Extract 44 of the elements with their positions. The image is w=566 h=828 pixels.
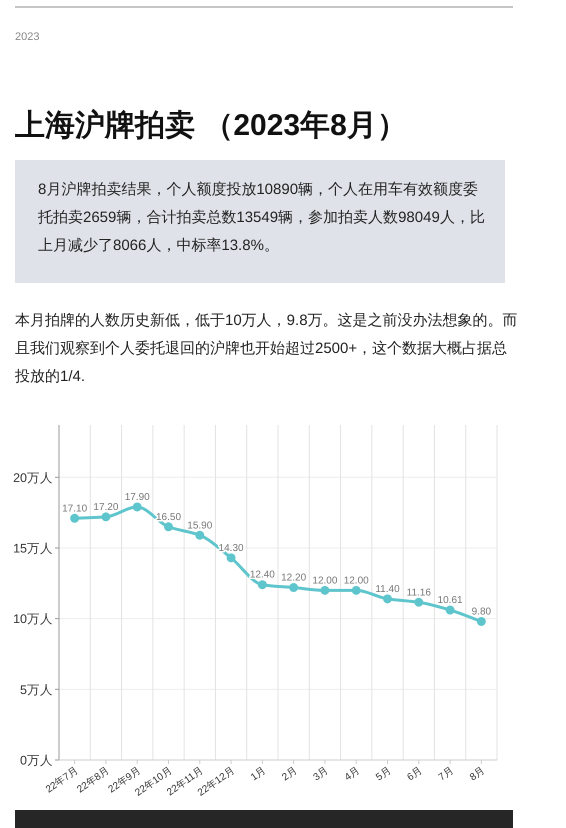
x-tick-label: 6月 <box>405 765 425 784</box>
point <box>70 514 80 523</box>
x-tick-label: 3月 <box>312 765 331 784</box>
point <box>383 594 392 604</box>
x-tick-label: 2月 <box>280 765 300 784</box>
point <box>446 606 455 615</box>
point <box>352 586 361 595</box>
text: 2023 <box>15 31 40 43</box>
data-label: 12.00 <box>312 575 338 586</box>
x-tick-label: 4月 <box>342 765 362 784</box>
point <box>226 553 236 562</box>
data-label: 17.20 <box>93 502 119 513</box>
point <box>195 530 204 540</box>
data-label: 11.40 <box>375 584 400 595</box>
data-label: 12.00 <box>344 575 370 586</box>
x-tick-label: 5月 <box>374 765 394 784</box>
x-tick-label: 8月 <box>468 765 488 784</box>
point <box>164 522 173 532</box>
chart-title: 上海沪牌拍卖 （2023年8月） <box>14 108 407 142</box>
point <box>289 583 298 592</box>
point <box>414 598 424 607</box>
data-label: 15.90 <box>187 520 213 532</box>
point <box>132 502 142 512</box>
y-tick-label: 15万人 <box>13 541 53 556</box>
point <box>320 586 330 595</box>
y-tick-label: 5万人 <box>20 682 53 697</box>
point <box>258 580 267 590</box>
y-tick-label: 0万人 <box>20 754 53 768</box>
data-label: 12.40 <box>250 570 276 581</box>
point <box>476 616 486 626</box>
data-label: 9.80 <box>472 606 492 618</box>
x-tick-label: 1月 <box>249 765 268 784</box>
point <box>101 512 110 522</box>
data-label: 17.90 <box>124 492 150 503</box>
data-label: 12.20 <box>281 572 307 584</box>
data-label: 11.16 <box>406 587 432 598</box>
text: 本月拍牌的人数历史新低，低于10万人，9.8万。这是之前没办法想象的。而且我们观察到个人委托退回的沪牌也开始超过2500+，这个数据大概占据总投放的1/4. <box>14 312 518 385</box>
data-label: 16.50 <box>156 512 182 523</box>
data-label: 17.10 <box>62 503 88 514</box>
y-tick-label: 10万人 <box>13 612 53 626</box>
data-label: 10.61 <box>438 595 464 606</box>
y-tick-label: 20万人 <box>13 470 53 485</box>
x-tick-label: 7月 <box>436 765 456 784</box>
chart-subtitle: 8月沪牌拍卖结果，个人额度投放10890辆，个人在用车有效额度委托拍卖2659辆，合计拍卖总数13549辆，参加拍卖人数98049人，比上月减少了8066人，中标率13.8%。 <box>37 181 485 254</box>
